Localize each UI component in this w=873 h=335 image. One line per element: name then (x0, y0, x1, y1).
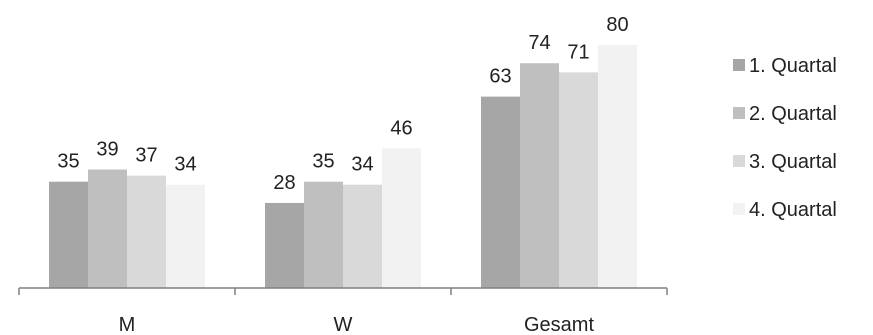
x-tick-label: M (119, 314, 136, 335)
bar-m-3 (127, 175, 166, 288)
data-label: 28 (273, 172, 295, 194)
data-label: 34 (174, 154, 196, 176)
bar-m-1 (49, 181, 88, 288)
data-label: 34 (351, 154, 373, 176)
data-label: 80 (606, 14, 628, 36)
x-tick-label: W (334, 314, 353, 335)
data-label: 71 (567, 41, 589, 63)
bar-gesamt-1 (481, 96, 520, 288)
bar-gesamt-3 (559, 72, 598, 289)
legend-label: 4. Quartal (749, 199, 837, 221)
bar-w-4 (382, 148, 421, 288)
data-label: 39 (96, 139, 118, 161)
data-label: 35 (57, 151, 79, 173)
bar-gesamt-4 (598, 45, 637, 288)
data-labels-layer: 35 39 37 34 28 35 34 46 63 74 71 80 (57, 14, 628, 194)
legend-swatch (733, 203, 745, 215)
bar-w-1 (265, 202, 304, 288)
bar-w-3 (343, 184, 382, 288)
legend-swatch (733, 107, 745, 119)
bar-w-2 (304, 181, 343, 288)
data-label: 74 (528, 32, 550, 54)
legend-label: 1. Quartal (749, 55, 837, 77)
data-label: 35 (312, 151, 334, 173)
bar-gesamt-2 (520, 63, 559, 288)
legend-swatch (733, 59, 745, 71)
legend-label: 2. Quartal (749, 103, 837, 125)
bar-m-2 (88, 169, 127, 288)
data-label: 46 (390, 117, 412, 139)
data-label: 63 (489, 66, 511, 88)
legend: 1. Quartal 2. Quartal 3. Quartal 4. Quartal (733, 55, 837, 221)
legend-swatch (733, 155, 745, 167)
bars-layer (49, 45, 637, 289)
data-label: 37 (135, 145, 157, 167)
x-tick-label: Gesamt (524, 314, 594, 335)
bar-m-4 (166, 184, 205, 288)
x-axis: M W Gesamt (18, 287, 668, 335)
legend-label: 3. Quartal (749, 151, 837, 173)
